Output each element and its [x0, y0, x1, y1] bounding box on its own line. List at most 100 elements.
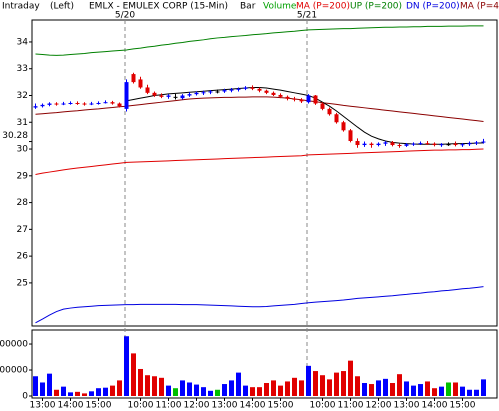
candle-body [306, 95, 311, 103]
volume-bar [110, 385, 115, 396]
candle-body [285, 96, 290, 99]
volume-tick-label: 0 [22, 392, 28, 402]
volume-bar [334, 372, 339, 396]
mode-label: Intraday [2, 2, 40, 12]
candle-body [376, 143, 381, 146]
x-tick-label: 14:00 [240, 401, 266, 411]
legend-entry: DN (P=200) [406, 2, 460, 12]
volume-bar [131, 353, 136, 396]
candle-body [453, 143, 458, 146]
indicator-line [126, 86, 484, 145]
volume-bar [313, 371, 318, 396]
volume-tick-label: 1000000 [0, 340, 28, 350]
candle-body [418, 143, 423, 145]
legend-bar: Bar [240, 2, 256, 12]
volume-bar [355, 376, 360, 396]
candle-body [117, 103, 122, 107]
volume-bar [278, 385, 283, 396]
volume-bar [54, 389, 59, 396]
candle-body [40, 104, 45, 107]
axis-side-label: (Left) [50, 2, 74, 12]
candle-body [145, 87, 150, 93]
volume-bar [292, 377, 297, 396]
candle-body [474, 142, 479, 144]
candle-body [411, 143, 416, 145]
candle-body [68, 102, 73, 104]
x-tick-label: 15:00 [450, 401, 476, 411]
x-tick-label: 13:00 [394, 401, 420, 411]
candle-body [397, 145, 402, 147]
volume-bar [117, 380, 122, 396]
volume-bar [82, 393, 87, 396]
candle-body [166, 95, 171, 97]
candle-body [201, 92, 206, 94]
candle-body [257, 88, 262, 91]
candle-body [89, 103, 94, 105]
candle-body [320, 103, 325, 109]
volume-bar [299, 380, 304, 396]
candle-body [222, 90, 227, 92]
candle-body [362, 143, 367, 146]
legend-entry: MA (P=200) [296, 2, 350, 12]
x-tick-label: 12:00 [184, 401, 210, 411]
candle-body [292, 98, 297, 100]
x-tick-label: 10:00 [310, 401, 336, 411]
volume-bar [229, 380, 234, 396]
candle-body [439, 144, 444, 146]
volume-bar [383, 378, 388, 396]
volume-bar [222, 384, 227, 396]
candle-body [194, 92, 199, 95]
volume-bar [208, 390, 213, 396]
y-tick-label: 34 [17, 37, 29, 47]
candle-body [355, 141, 360, 146]
candle-body [432, 143, 437, 146]
candle-body [390, 142, 395, 146]
candle-body [152, 92, 157, 96]
volume-bar [285, 381, 290, 396]
volume-bar [369, 384, 374, 396]
volume-bar [201, 387, 206, 396]
candle-body [383, 142, 388, 144]
candle-body [313, 95, 318, 104]
volume-tick-label: 500000 [0, 366, 28, 376]
candle-body [131, 74, 136, 83]
legend-entry: UP (P=200) [350, 2, 402, 12]
volume-bar [61, 386, 66, 396]
y-tick-label: 30 [17, 145, 29, 155]
volume-bar [257, 387, 262, 396]
volume-bar [460, 386, 465, 396]
x-tick-label: 13:00 [212, 401, 238, 411]
candle-body [236, 88, 241, 90]
legend-volume: Volume [263, 2, 297, 12]
volume-bar [173, 388, 178, 396]
volume-bar [320, 375, 325, 396]
candle-body [264, 90, 269, 93]
candle-body [187, 94, 192, 96]
volume-bar [166, 385, 171, 396]
indicator-line [35, 286, 484, 324]
volume-bar [453, 382, 458, 396]
session-label: 5/21 [297, 11, 317, 21]
volume-panel [31, 329, 498, 399]
candle-body [229, 89, 234, 91]
volume-bar [348, 360, 353, 396]
y-tick-label: 29 [17, 171, 29, 181]
x-tick-label: 14:00 [58, 401, 84, 411]
candle-body [124, 82, 129, 109]
volume-bar [341, 371, 346, 396]
candle-body [446, 144, 451, 146]
volume-bar [138, 368, 143, 396]
volume-bar [390, 383, 395, 396]
session-label: 5/20 [115, 11, 135, 21]
volume-bar [75, 391, 80, 396]
candle-body [243, 87, 248, 89]
x-tick-label: 15:00 [268, 401, 294, 411]
candle-body [159, 95, 164, 97]
volume-bar [194, 384, 199, 396]
candle-body [75, 102, 80, 104]
x-tick-label: 11:00 [156, 401, 182, 411]
legend-entry: MA (P=40 [460, 2, 499, 12]
y-tick-label: 31 [17, 118, 28, 128]
candle-body [61, 103, 66, 105]
